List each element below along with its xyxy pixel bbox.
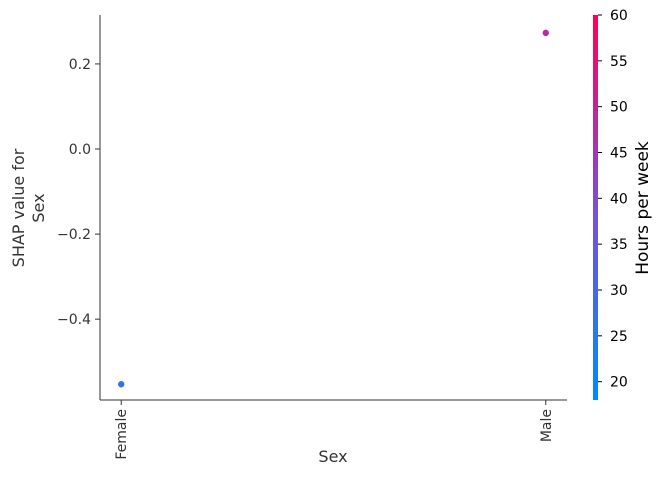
data-points [118,29,549,388]
colorbar: 20 25 30 35 40 45 50 55 60 Hours per week [593,8,653,400]
colorbar-tick-label: 25 [610,329,628,345]
x-axis-title: Sex [318,447,347,466]
y-axis-title-line-1: SHAP value for [9,148,28,267]
y-tick-label: 0.0 [69,142,91,158]
colorbar-tick-label: 20 [610,375,628,391]
y-tick-label: −0.4 [57,312,91,328]
colorbar-ticks: 20 25 30 35 40 45 50 55 60 [598,8,628,391]
colorbar-tick-label: 50 [610,100,628,116]
colorbar-tick-label: 40 [610,191,628,207]
x-tick-label-male: Male [539,409,555,442]
y-axis-title: SHAP value for Sex [9,148,48,267]
y-axis-title-line-2: Sex [29,193,48,222]
colorbar-tick-label: 60 [610,8,628,24]
x-tick-label-female: Female [114,409,130,460]
colorbar-title: Hours per week [633,141,653,275]
x-ticks: Female Male [114,400,555,460]
data-point-male [542,29,549,37]
y-tick-label: 0.2 [69,57,91,73]
y-tick-label: −0.2 [57,227,91,243]
colorbar-tick-label: 35 [610,237,628,253]
colorbar-tick-label: 30 [610,283,628,299]
plot-area: 0.2 0.0 −0.2 −0.4 Female Male [57,15,567,460]
colorbar-tick-label: 55 [610,54,628,70]
colorbar-tick-label: 45 [610,146,628,162]
colorbar-gradient [593,15,598,400]
data-point-female [118,381,125,388]
y-ticks: 0.2 0.0 −0.2 −0.4 [57,57,100,328]
